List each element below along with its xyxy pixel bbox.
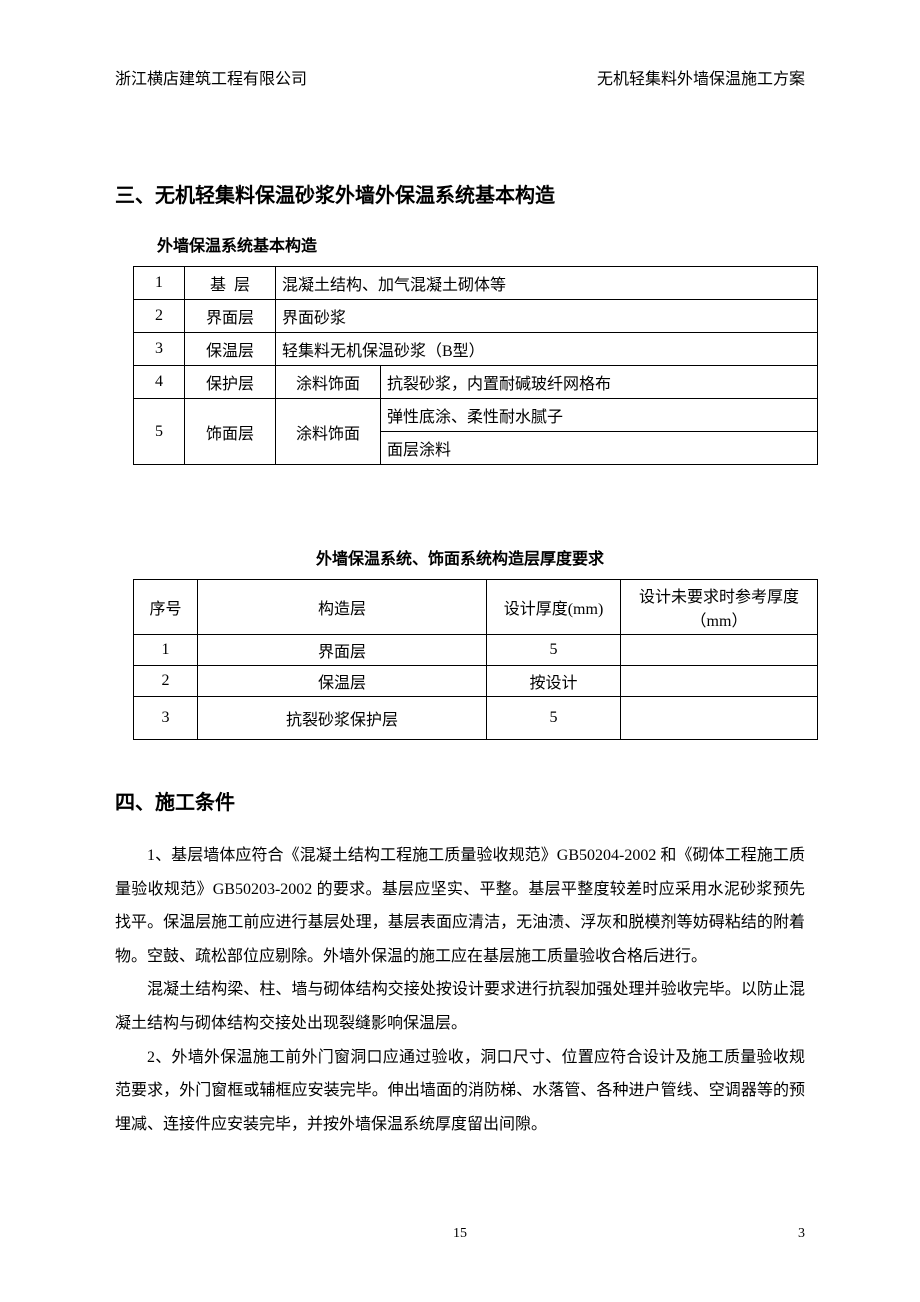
cell-ref [621,635,818,666]
cell-layer: 界面层 [185,300,276,333]
table-row: 2 界面层 界面砂浆 [134,300,818,333]
table-row: 2 保温层 按设计 [134,666,818,697]
cell-layer: 保温层 [185,333,276,366]
page-header: 浙江横店建筑工程有限公司 无机轻集料外墙保温施工方案 [115,65,805,89]
section4-heading: 四、施工条件 [115,786,805,815]
paragraph: 混凝土结构梁、柱、墙与砌体结构交接处按设计要求进行抗裂加强处理并验收完毕。以防止… [115,973,805,1040]
table1: 1 基层 混凝土结构、加气混凝土砌体等 2 界面层 界面砂浆 3 保温层 轻集料… [133,266,818,465]
header-right: 无机轻集料外墙保温施工方案 [597,65,805,89]
footer-center-page-number: 15 [0,1226,920,1242]
th-num: 序号 [134,580,198,635]
cell-num: 2 [134,666,198,697]
section4-body: 1、基层墙体应符合《混凝土结构工程施工质量验收规范》GB50204-2002 和… [115,839,805,1141]
table1-caption: 外墙保温系统基本构造 [157,232,805,256]
cell-col4b: 面层涂料 [381,432,818,465]
cell-col3: 涂料饰面 [276,399,381,465]
cell-desc: 界面砂浆 [276,300,818,333]
cell-ref [621,697,818,740]
table-row: 3 保温层 轻集料无机保温砂浆（B型） [134,333,818,366]
header-left: 浙江横店建筑工程有限公司 [115,65,307,89]
cell-desc: 混凝土结构、加气混凝土砌体等 [276,267,818,300]
cell-ref [621,666,818,697]
table-row: 1 界面层 5 [134,635,818,666]
table2: 序号 构造层 设计厚度(mm) 设计未要求时参考厚度（mm） 1 界面层 5 2… [133,579,818,740]
table-header-row: 序号 构造层 设计厚度(mm) 设计未要求时参考厚度（mm） [134,580,818,635]
cell-col4: 抗裂砂浆，内置耐碱玻纤网格布 [381,366,818,399]
cell-layer: 保护层 [185,366,276,399]
th-thick: 设计厚度(mm) [487,580,621,635]
th-layer: 构造层 [198,580,487,635]
cell-thick: 5 [487,697,621,740]
cell-thick: 5 [487,635,621,666]
paragraph: 1、基层墙体应符合《混凝土结构工程施工质量验收规范》GB50204-2002 和… [115,839,805,973]
document-page: 浙江横店建筑工程有限公司 无机轻集料外墙保温施工方案 三、无机轻集料保温砂浆外墙… [0,0,920,1302]
cell-num: 5 [134,399,185,465]
cell-desc: 轻集料无机保温砂浆（B型） [276,333,818,366]
paragraph: 2、外墙外保温施工前外门窗洞口应通过验收，洞口尺寸、位置应符合设计及施工质量验收… [115,1041,805,1142]
cell-thick: 按设计 [487,666,621,697]
footer-right-page-number: 3 [798,1226,805,1242]
cell-layer: 抗裂砂浆保护层 [198,697,487,740]
table-row: 5 饰面层 涂料饰面 弹性底涂、柔性耐水腻子 [134,399,818,432]
cell-layer: 保温层 [198,666,487,697]
table2-caption: 外墙保温系统、饰面系统构造层厚度要求 [115,545,805,569]
cell-col4a: 弹性底涂、柔性耐水腻子 [381,399,818,432]
cell-num: 2 [134,300,185,333]
cell-layer: 饰面层 [185,399,276,465]
cell-num: 4 [134,366,185,399]
th-ref: 设计未要求时参考厚度（mm） [621,580,818,635]
table-row: 1 基层 混凝土结构、加气混凝土砌体等 [134,267,818,300]
cell-col3: 涂料饰面 [276,366,381,399]
cell-num: 1 [134,267,185,300]
cell-num: 3 [134,333,185,366]
cell-layer: 基层 [185,267,276,300]
table-row: 4 保护层 涂料饰面 抗裂砂浆，内置耐碱玻纤网格布 [134,366,818,399]
cell-num: 3 [134,697,198,740]
cell-layer: 界面层 [198,635,487,666]
table-row: 3 抗裂砂浆保护层 5 [134,697,818,740]
section3-heading: 三、无机轻集料保温砂浆外墙外保温系统基本构造 [115,179,805,208]
cell-num: 1 [134,635,198,666]
